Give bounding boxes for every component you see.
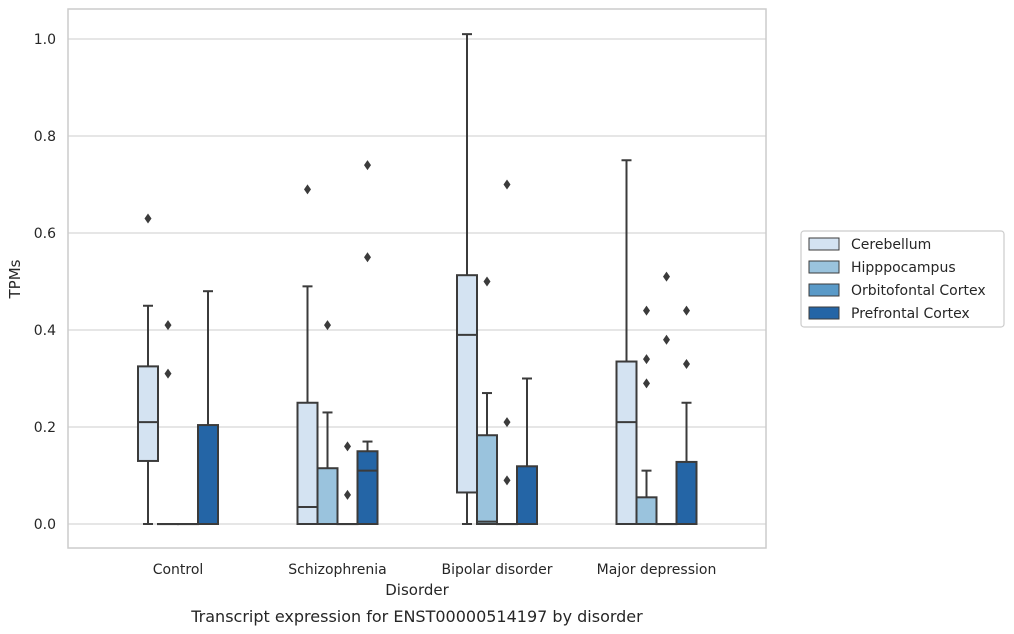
box-body bbox=[137, 365, 159, 462]
box-hipppocampus bbox=[316, 320, 339, 526]
y-tick-label: 0.8 bbox=[34, 129, 56, 145]
box-body bbox=[476, 434, 498, 525]
outlier-point bbox=[503, 417, 511, 428]
box-cerebellum bbox=[137, 213, 159, 525]
box-body bbox=[296, 401, 319, 525]
box-orbitofontal-cortex bbox=[496, 179, 518, 526]
box-prefrontal-cortex bbox=[356, 160, 379, 525]
x-tick-label: Major depression bbox=[597, 562, 717, 578]
legend-swatch bbox=[808, 260, 840, 274]
box-cerebellum bbox=[296, 184, 319, 525]
x-tick-label: Schizophrenia bbox=[288, 562, 386, 578]
box-prefrontal-cortex bbox=[197, 290, 219, 525]
box-body bbox=[675, 460, 698, 526]
outlier-point bbox=[344, 489, 351, 500]
outlier-point bbox=[683, 358, 690, 369]
outlier-point bbox=[364, 160, 371, 171]
box-body bbox=[197, 424, 219, 525]
x-tick-label: Bipolar disorder bbox=[441, 562, 552, 578]
outlier-point bbox=[164, 320, 172, 331]
outlier-point bbox=[304, 184, 311, 195]
y-tick-label: 0.6 bbox=[34, 226, 56, 242]
box-orbitofontal-cortex bbox=[655, 271, 678, 526]
box-prefrontal-cortex bbox=[675, 305, 698, 526]
legend-swatch bbox=[808, 237, 840, 251]
outlier-point bbox=[643, 354, 650, 365]
outlier-point bbox=[324, 320, 331, 331]
outlier-point bbox=[503, 179, 511, 190]
x-axis-ticks: Control Schizophrenia Bipolar disorder Majo… bbox=[153, 562, 717, 578]
outlier-point bbox=[643, 305, 650, 316]
box-body bbox=[356, 450, 379, 525]
y-tick-label: 1.0 bbox=[34, 32, 56, 48]
outlier-point bbox=[483, 276, 491, 287]
y-axis-label: TPMs bbox=[6, 259, 24, 299]
outlier-point bbox=[144, 213, 152, 224]
legend-label: Orbitofontal Cortex bbox=[851, 283, 986, 299]
outlier-point bbox=[663, 334, 670, 345]
chart-caption: Transcript expression for ENST0000051419… bbox=[190, 607, 643, 626]
box-hipppocampus bbox=[635, 305, 658, 526]
legend-label: Hipppocampus bbox=[851, 260, 956, 276]
box-prefrontal-cortex bbox=[516, 377, 538, 526]
y-tick-label: 0.0 bbox=[34, 517, 56, 533]
box-body bbox=[516, 465, 538, 526]
box-cerebellum bbox=[456, 33, 478, 525]
y-axis-ticks: 0.0 0.2 0.4 0.6 0.8 1.0 bbox=[34, 32, 56, 533]
plot-frame bbox=[67, 8, 767, 549]
legend-swatch bbox=[808, 283, 840, 297]
grid-lines bbox=[68, 38, 766, 525]
box-body bbox=[615, 360, 638, 525]
legend-label: Cerebellum bbox=[851, 237, 931, 253]
box-hipppocampus bbox=[157, 320, 179, 526]
legend: Cerebellum Hipppocampus Orbitofontal Corte… bbox=[800, 230, 1005, 328]
box-body bbox=[456, 274, 478, 494]
legend-swatch bbox=[808, 306, 840, 320]
box-hipppocampus bbox=[476, 276, 498, 525]
outlier-point bbox=[683, 305, 690, 316]
legend-label: Prefrontal Cortex bbox=[851, 306, 970, 322]
box-cerebellum bbox=[615, 159, 638, 525]
outlier-point bbox=[344, 441, 351, 452]
y-tick-label: 0.4 bbox=[34, 323, 56, 339]
outlier-point bbox=[164, 368, 172, 379]
legend-frame bbox=[800, 230, 1005, 328]
x-tick-label: Control bbox=[153, 562, 204, 578]
outlier-point bbox=[503, 475, 511, 486]
box-series bbox=[137, 33, 698, 526]
outlier-point bbox=[663, 271, 670, 282]
outlier-point bbox=[643, 378, 650, 389]
outlier-point bbox=[364, 252, 371, 263]
y-tick-label: 0.2 bbox=[34, 420, 56, 436]
x-axis-label: Disorder bbox=[385, 581, 449, 599]
box-body bbox=[635, 496, 658, 526]
box-body bbox=[316, 467, 339, 526]
box-orbitofontal-cortex bbox=[336, 441, 359, 526]
